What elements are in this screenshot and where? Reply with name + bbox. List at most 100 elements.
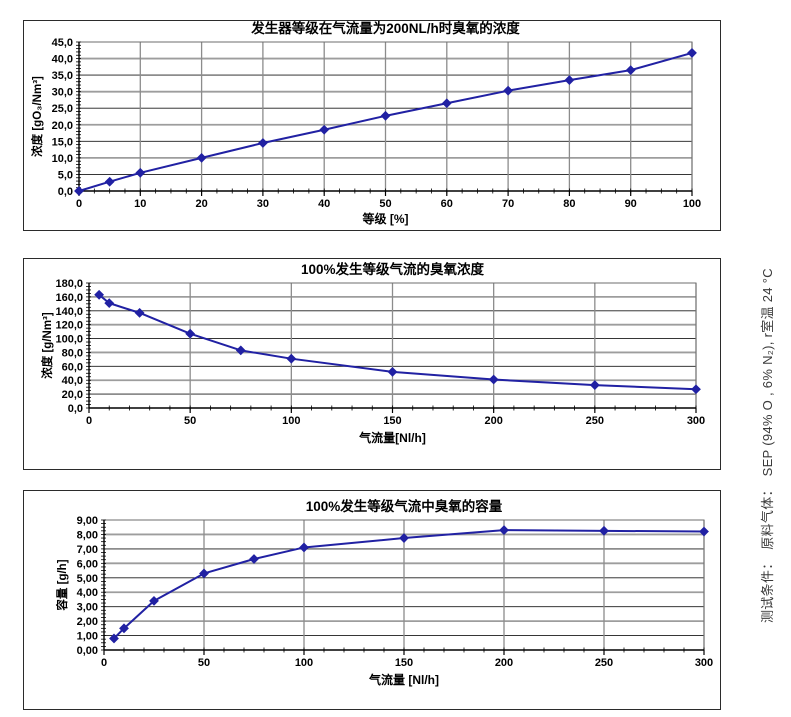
y-tick-label: 9,00: [77, 515, 98, 527]
data-point-marker: [441, 98, 452, 109]
x-tick-label: 60: [441, 198, 453, 210]
data-point-marker: [249, 554, 259, 564]
y-tick-label: 0,0: [58, 186, 73, 198]
data-point-marker: [119, 623, 129, 634]
x-tick-label: 300: [687, 415, 705, 427]
y-tick-label: 0,0: [68, 403, 83, 415]
x-tick-label: 0: [76, 198, 82, 210]
y-tick-label: 3,00: [77, 602, 98, 614]
y-tick-label: 10,0: [52, 153, 73, 165]
x-axis-label: 等级 [%]: [362, 211, 409, 226]
y-axis-label: 容量 [g/h]: [55, 559, 69, 611]
data-point-marker: [286, 353, 297, 364]
chart-title: 100%发生等级气流中臭氧的容量: [306, 498, 503, 514]
test-conditions-note: 测试条件： 原料气体： SEP (94% O , 6% N₂), r室温 24 …: [760, 268, 775, 623]
y-tick-label: 40,0: [52, 54, 73, 66]
x-axis-label: 气流量 [Nl/h]: [368, 672, 439, 687]
y-tick-label: 60,0: [62, 361, 83, 373]
data-point-marker: [387, 366, 398, 377]
y-axis-label: 浓度 [g/Nm³]: [40, 312, 54, 379]
y-tick-label: 40,0: [62, 375, 83, 387]
data-point-marker: [599, 525, 609, 536]
y-tick-label: 0,00: [77, 645, 98, 657]
y-tick-label: 7,00: [77, 544, 98, 556]
x-tick-label: 40: [318, 198, 330, 210]
data-point-marker: [687, 48, 697, 58]
chart-box-concentration-vs-grade: 0 10 20 30 40 50 60 70 80 90 100 0,0 5,0 10,0 15,0 20,0…: [23, 20, 721, 231]
line-chart-ozone-concentration-vs-grade: 0 10 20 30 40 50 60 70 80 90 100 0,0 5,0 10,0 15,0 20,0…: [30, 21, 701, 226]
chart-title: 100%发生等级气流的臭氧浓度: [301, 261, 485, 277]
data-point-marker: [589, 380, 600, 390]
y-tick-label: 5,0: [58, 169, 73, 181]
data-point-marker: [104, 298, 115, 309]
data-point-marker: [488, 374, 499, 385]
x-tick-label: 100: [295, 657, 313, 669]
data-point-marker: [564, 75, 575, 85]
data-series-line: [98, 293, 697, 391]
y-tick-label: 100,0: [55, 334, 83, 346]
data-point-marker: [109, 633, 119, 644]
data-point-marker: [257, 138, 268, 148]
y-tick-label: 5,00: [77, 573, 98, 585]
y-tick-label: 20,0: [62, 389, 83, 401]
x-tick-label: 50: [198, 657, 210, 669]
x-tick-label: 100: [282, 415, 300, 427]
data-point-marker: [691, 384, 701, 395]
x-tick-label: 50: [184, 415, 196, 427]
y-tick-label: 80,0: [62, 347, 83, 359]
y-tick-label: 180,0: [55, 278, 83, 290]
data-point-marker: [196, 152, 207, 163]
y-tick-label: 4,00: [77, 587, 98, 599]
chart-box-capacity-vs-flow: 0 50 100 150 200 250 300 0,00 1,00 2,00 3,00 4,00 5,…: [23, 490, 721, 710]
line-chart-ozone-capacity-vs-flow: 0 50 100 150 200 250 300 0,00 1,00 2,00 3,00 4,00 5,…: [55, 498, 713, 687]
x-tick-label: 200: [484, 415, 502, 427]
data-point-marker: [134, 307, 145, 318]
data-series-line: [78, 51, 693, 192]
chart-title: 发生器等级在气流量为200NL/h时臭氧的浓度: [250, 21, 520, 36]
y-tick-label: 45,0: [52, 37, 73, 49]
data-point-marker: [499, 525, 509, 536]
line-chart-ozone-concentration-vs-flow: 0 50 100 150 200 250 3000,020,040,060,080,0100…: [40, 261, 705, 445]
data-point-marker: [104, 176, 115, 187]
data-point-marker: [380, 110, 391, 121]
y-tick-label: 30,0: [52, 87, 73, 99]
x-axis-label: 气流量[Nl/h]: [358, 430, 426, 445]
x-tick-label: 30: [257, 198, 269, 210]
y-tick-label: 1,00: [77, 631, 98, 643]
y-tick-label: 160,0: [55, 292, 83, 304]
data-series-line: [113, 529, 705, 640]
y-tick-label: 35,0: [52, 70, 73, 82]
y-tick-label: 8,00: [77, 529, 98, 541]
x-tick-label: 0: [86, 415, 92, 427]
x-tick-label: 100: [683, 198, 701, 210]
y-tick-label: 20,0: [52, 120, 73, 132]
x-tick-label: 250: [586, 415, 604, 427]
data-point-marker: [699, 526, 709, 537]
data-point-marker: [149, 595, 159, 606]
data-point-marker: [319, 124, 330, 135]
x-tick-label: 150: [395, 657, 413, 669]
x-tick-label: 300: [695, 657, 713, 669]
data-point-marker: [94, 289, 105, 300]
y-tick-label: 120,0: [55, 320, 83, 332]
y-tick-label: 6,00: [77, 558, 98, 570]
y-axis-label: 浓度 [gO₃/Nm³]: [30, 76, 44, 157]
y-tick-label: 15,0: [52, 136, 73, 148]
data-point-marker: [185, 328, 196, 339]
data-point-marker: [399, 533, 409, 543]
data-point-marker: [503, 85, 514, 96]
x-tick-label: 0: [101, 657, 107, 669]
data-point-marker: [74, 186, 84, 196]
data-point-marker: [199, 568, 209, 579]
x-tick-label: 20: [195, 198, 207, 210]
x-tick-label: 10: [134, 198, 146, 210]
x-tick-label: 150: [383, 415, 401, 427]
x-tick-label: 50: [379, 198, 391, 210]
data-point-marker: [235, 345, 246, 356]
y-tick-label: 2,00: [77, 616, 98, 628]
x-tick-label: 200: [495, 657, 513, 669]
x-tick-label: 70: [502, 198, 514, 210]
data-point-marker: [625, 65, 636, 76]
y-tick-label: 25,0: [52, 103, 73, 115]
x-tick-label: 250: [595, 657, 613, 669]
